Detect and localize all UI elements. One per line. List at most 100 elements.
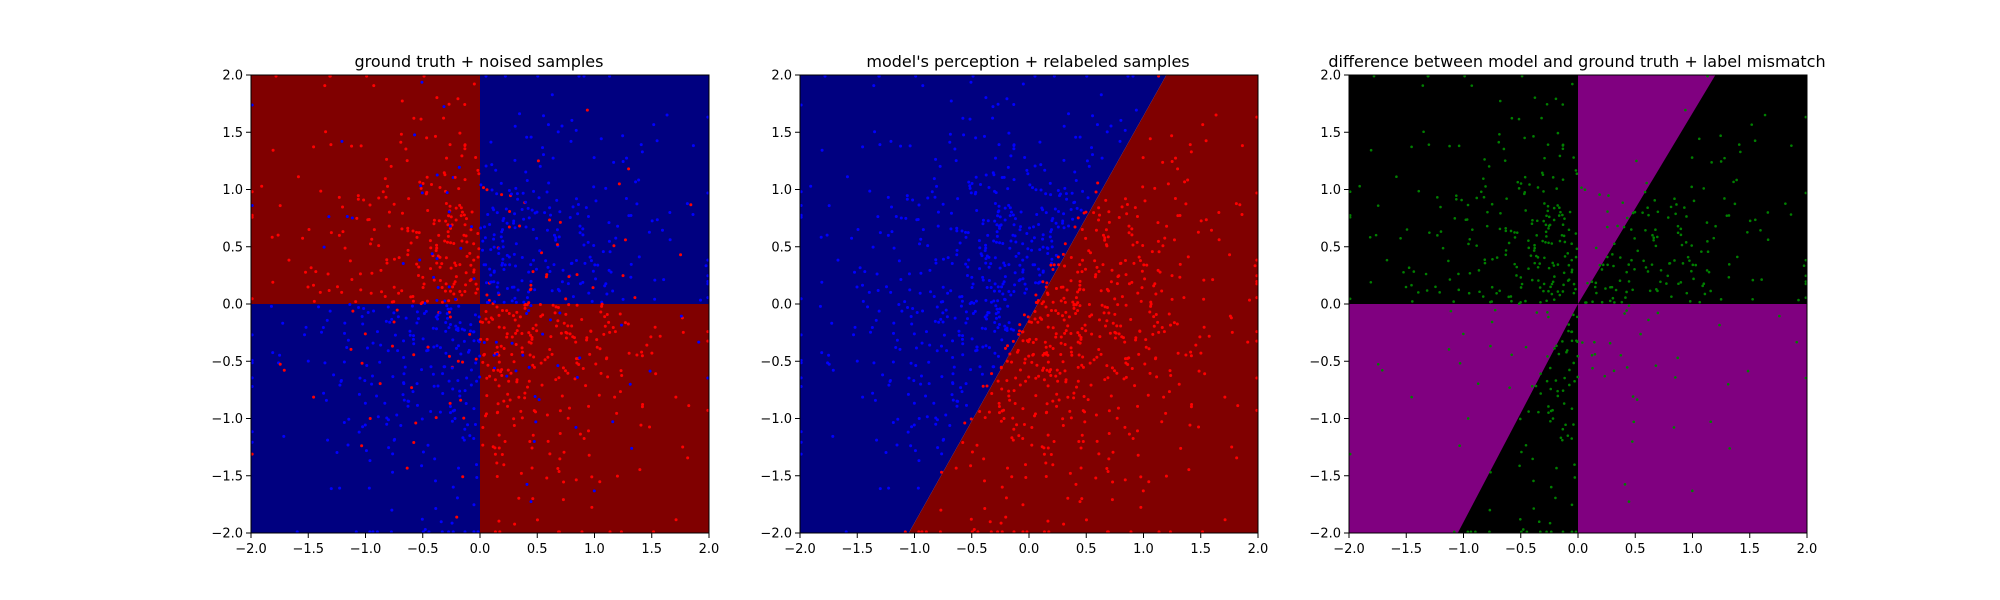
- data-point: [438, 346, 442, 350]
- data-point: [409, 241, 413, 245]
- data-point: [438, 265, 442, 269]
- data-point: [919, 382, 923, 386]
- data-point: [1183, 180, 1187, 184]
- data-point: [377, 244, 381, 248]
- data-point: [1535, 311, 1539, 314]
- data-point: [653, 325, 657, 329]
- data-point: [396, 315, 400, 319]
- data-point: [505, 221, 509, 225]
- data-point: [877, 309, 881, 313]
- data-point: [1134, 108, 1138, 112]
- data-point: [1063, 331, 1067, 335]
- data-point: [1117, 332, 1121, 336]
- data-point: [445, 240, 449, 244]
- data-point: [1101, 263, 1105, 267]
- data-point: [611, 420, 615, 424]
- data-point: [1369, 148, 1373, 152]
- data-point: [1439, 205, 1442, 209]
- data-point: [363, 401, 367, 405]
- data-point: [1005, 379, 1009, 383]
- data-point: [612, 160, 616, 164]
- data-point: [1204, 139, 1208, 143]
- data-point: [1748, 219, 1752, 223]
- data-point: [650, 219, 654, 223]
- data-point: [312, 299, 316, 303]
- data-point: [301, 236, 305, 240]
- data-point: [348, 303, 352, 307]
- data-point: [1524, 345, 1528, 349]
- data-point: [1019, 225, 1023, 229]
- data-point: [501, 257, 505, 261]
- data-point: [1694, 263, 1698, 267]
- data-point: [1253, 264, 1257, 268]
- data-point: [399, 140, 403, 144]
- data-point: [518, 315, 522, 319]
- data-point: [378, 360, 382, 364]
- data-point: [554, 324, 558, 328]
- data-point: [674, 518, 678, 522]
- y-tick-label: −2.0: [760, 527, 792, 542]
- data-point: [1092, 211, 1096, 215]
- data-point: [984, 298, 988, 302]
- data-point: [1035, 213, 1039, 217]
- data-point: [1113, 369, 1117, 373]
- data-point: [535, 236, 539, 240]
- data-point: [448, 224, 452, 228]
- data-point: [613, 395, 617, 399]
- data-point: [970, 450, 974, 454]
- data-point: [372, 309, 376, 313]
- data-point: [368, 242, 372, 246]
- data-point: [1719, 298, 1723, 301]
- data-point: [1561, 340, 1564, 343]
- data-point: [686, 456, 690, 460]
- data-point: [1078, 263, 1082, 267]
- data-point: [538, 302, 542, 306]
- data-point: [282, 434, 286, 438]
- data-point: [508, 398, 512, 402]
- data-point: [517, 395, 521, 399]
- data-point: [1481, 295, 1485, 298]
- data-point: [873, 398, 877, 402]
- data-point: [681, 330, 685, 334]
- data-point: [312, 395, 316, 399]
- data-point: [526, 385, 530, 389]
- data-point: [507, 188, 511, 192]
- data-point: [599, 310, 603, 314]
- y-axis: −2.0−1.5−1.0−0.50.00.51.01.52.0: [760, 69, 800, 542]
- data-point: [400, 289, 404, 293]
- data-point: [611, 325, 615, 329]
- data-point: [1160, 289, 1164, 293]
- data-point: [1005, 359, 1009, 363]
- data-point: [1063, 369, 1067, 373]
- data-point: [585, 338, 589, 342]
- data-point: [1619, 256, 1622, 259]
- data-point: [1489, 344, 1492, 348]
- data-point: [1404, 285, 1408, 289]
- data-point: [1081, 365, 1085, 369]
- data-point: [1746, 230, 1749, 234]
- data-point: [1114, 331, 1118, 335]
- data-point: [1011, 339, 1015, 343]
- data-point: [1517, 187, 1521, 190]
- data-point: [614, 236, 618, 240]
- data-point: [1465, 218, 1469, 221]
- data-point: [571, 295, 575, 299]
- data-point: [981, 222, 985, 226]
- data-point: [515, 380, 519, 384]
- data-point: [640, 350, 644, 354]
- data-point: [552, 233, 556, 237]
- data-point: [1078, 283, 1082, 287]
- data-point: [446, 234, 450, 238]
- data-point: [1007, 290, 1011, 294]
- data-point: [1533, 246, 1536, 250]
- data-point: [555, 198, 559, 202]
- data-point: [997, 315, 1001, 319]
- data-point: [919, 271, 923, 275]
- data-point: [387, 224, 391, 228]
- data-point: [978, 246, 982, 250]
- data-point: [1120, 205, 1124, 209]
- data-point: [1136, 404, 1140, 408]
- data-point: [385, 157, 389, 161]
- data-point: [354, 300, 358, 304]
- data-point: [1546, 204, 1550, 208]
